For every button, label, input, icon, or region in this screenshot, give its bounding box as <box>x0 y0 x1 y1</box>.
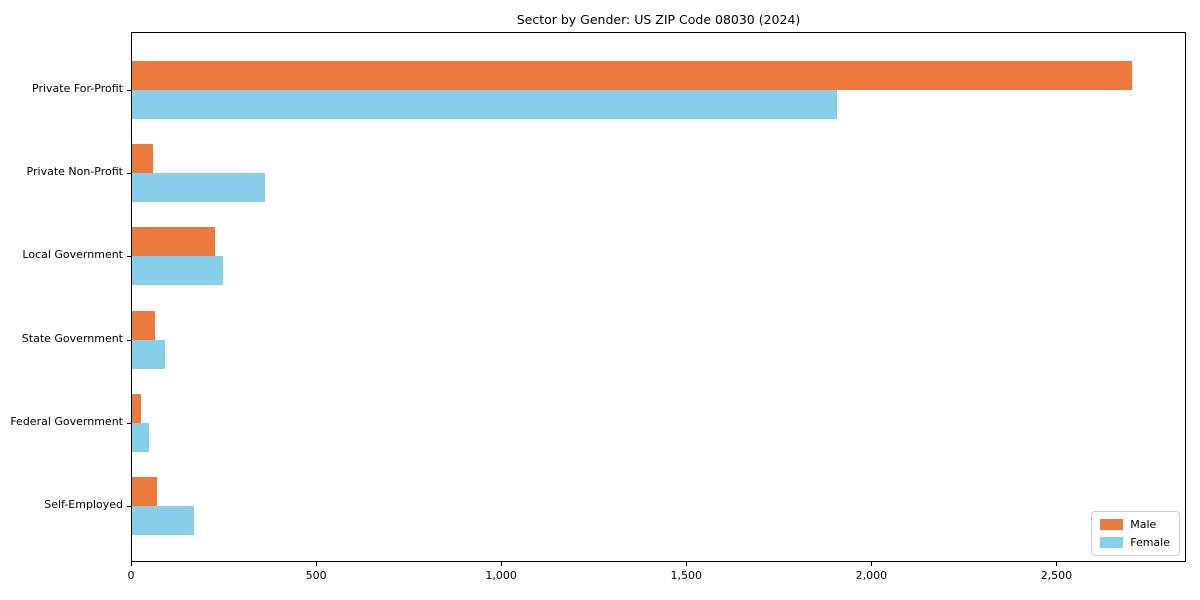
bar-female-2 <box>132 256 223 286</box>
y-tick-label: Local Government <box>22 248 123 262</box>
bar-female-0 <box>132 90 837 120</box>
x-tick-label: 1,500 <box>670 569 703 582</box>
legend-item-male: Male <box>1100 518 1170 531</box>
legend-label-male: Male <box>1130 518 1157 531</box>
legend-swatch-male <box>1100 519 1124 530</box>
y-tick-mark <box>127 90 131 92</box>
bar-male-5 <box>132 476 158 506</box>
bar-female-4 <box>132 422 150 452</box>
y-tick-label: Self-Employed <box>44 497 123 511</box>
y-tick-mark <box>127 505 131 507</box>
bar-female-3 <box>132 339 166 369</box>
bar-male-1 <box>132 144 153 174</box>
bar-female-1 <box>132 173 265 203</box>
y-tick-mark <box>127 339 131 341</box>
bar-male-4 <box>132 393 142 423</box>
bar-male-3 <box>132 310 156 340</box>
x-tick-mark <box>686 562 688 566</box>
x-tick-label: 0 <box>127 569 135 582</box>
x-tick-mark <box>316 562 318 566</box>
y-tick-label: Private For-Profit <box>32 82 123 96</box>
y-tick-label: Federal Government <box>10 414 123 428</box>
y-tick-mark <box>127 256 131 258</box>
y-tick-mark <box>127 173 131 175</box>
bar-female-5 <box>132 505 195 535</box>
plot-area: Male Female <box>127 32 1186 562</box>
y-tick-mark <box>127 422 131 424</box>
x-tick-mark <box>501 562 503 566</box>
x-tick-mark <box>1056 562 1058 566</box>
legend: Male Female <box>1091 511 1180 556</box>
x-tick-label: 1,000 <box>485 569 517 582</box>
y-tick-label: State Government <box>21 331 123 345</box>
x-tick-mark <box>131 562 132 566</box>
chart-title: Sector by Gender: US ZIP Code 08030 (202… <box>516 12 801 27</box>
legend-swatch-female <box>1100 537 1124 548</box>
bar-male-2 <box>132 227 216 257</box>
x-tick-label: 500 <box>305 569 327 582</box>
legend-item-female: Female <box>1100 536 1170 549</box>
y-tick-label: Private Non-Profit <box>26 165 123 179</box>
bar-male-0 <box>132 61 1133 91</box>
legend-label-female: Female <box>1130 536 1170 549</box>
x-tick-label: 2,500 <box>1040 569 1073 582</box>
x-tick-label: 2,000 <box>855 569 888 582</box>
x-tick-mark <box>871 562 873 566</box>
